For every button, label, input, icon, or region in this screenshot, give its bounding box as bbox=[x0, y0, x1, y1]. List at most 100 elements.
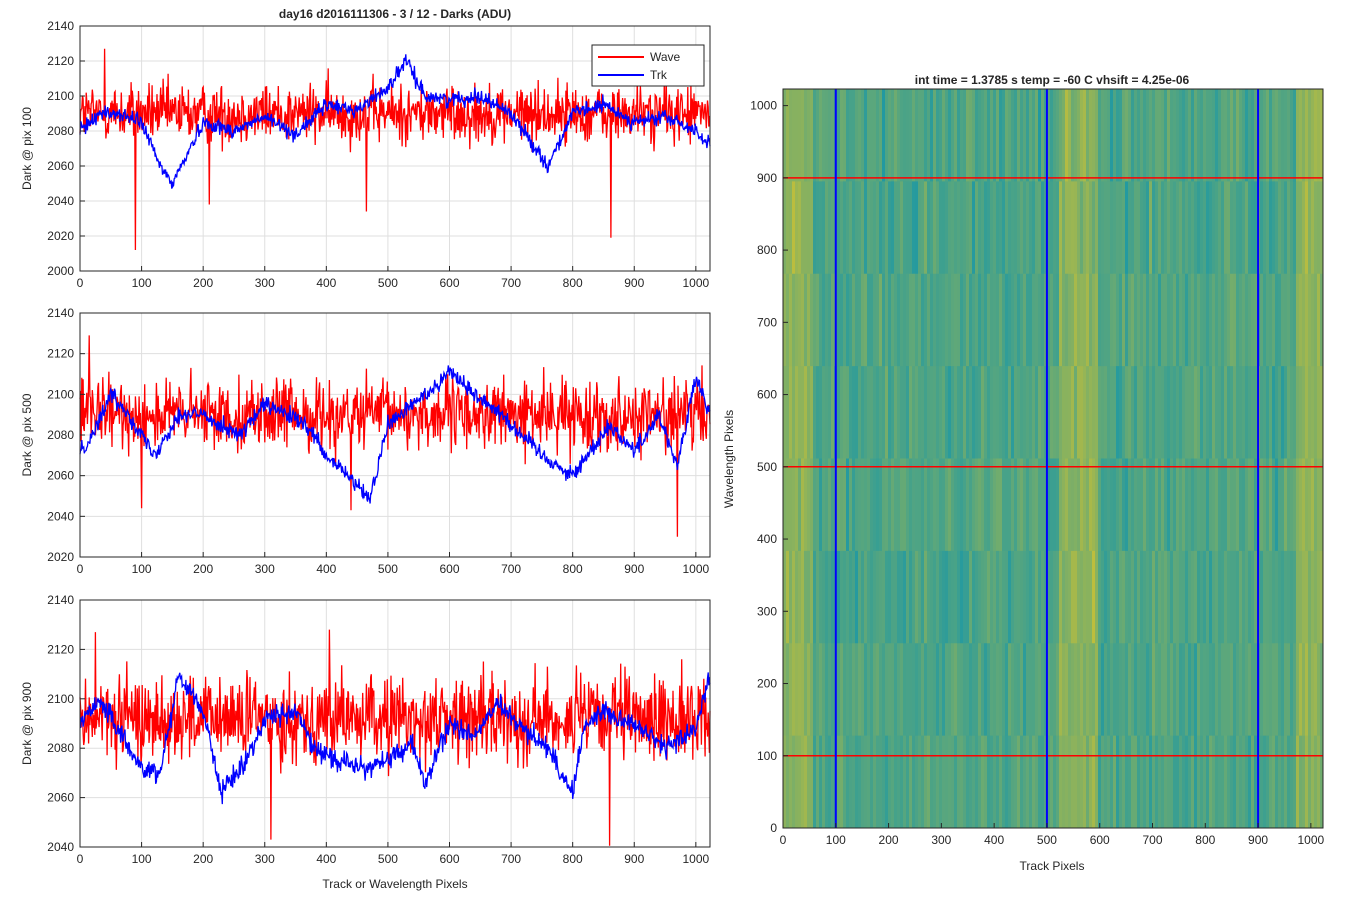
heatmap-cell bbox=[1011, 643, 1015, 737]
heatmap-cell bbox=[1143, 273, 1147, 367]
heatmap-cell bbox=[1278, 458, 1282, 552]
heatmap-cell bbox=[1245, 273, 1249, 367]
heatmap-cell bbox=[1221, 735, 1225, 829]
heatmap-cell bbox=[954, 273, 958, 367]
heatmap-cell bbox=[1020, 735, 1024, 829]
heatmap-cell bbox=[1110, 550, 1114, 644]
heatmap-cell bbox=[915, 550, 919, 644]
heatmap-cell bbox=[933, 366, 937, 459]
heatmap-cell bbox=[903, 181, 907, 275]
heatmap-cell bbox=[987, 366, 991, 459]
heatmap-cell bbox=[1128, 273, 1132, 367]
heatmap-cell bbox=[858, 366, 862, 459]
heatmap-cell bbox=[846, 643, 850, 737]
heatmap-cell bbox=[1263, 89, 1267, 182]
heatmap-cell bbox=[1122, 273, 1126, 367]
heatmap-cell bbox=[885, 181, 889, 275]
heatmap-cell bbox=[816, 89, 820, 182]
heatmap-cell bbox=[1047, 643, 1051, 737]
heatmap-cell bbox=[1092, 643, 1096, 737]
x-tick-label: 600 bbox=[439, 852, 459, 866]
heatmap-cell bbox=[1005, 273, 1009, 367]
heatmap-cell bbox=[1032, 181, 1036, 275]
heatmap-cell bbox=[1161, 643, 1165, 737]
heatmap-cell bbox=[987, 273, 991, 367]
heatmap-cell bbox=[1053, 181, 1057, 275]
heatmap-cell bbox=[921, 273, 925, 367]
heatmap-cell bbox=[1059, 366, 1063, 459]
heatmap-cell bbox=[1050, 643, 1054, 737]
heatmap-cell bbox=[1179, 735, 1183, 829]
heatmap-cell bbox=[1071, 643, 1075, 737]
heatmap-cell bbox=[924, 550, 928, 644]
heatmap-cell bbox=[1146, 89, 1150, 182]
heatmap-cell bbox=[1275, 89, 1279, 182]
heatmap-cell bbox=[1194, 273, 1198, 367]
heatmap-cell bbox=[1071, 181, 1075, 275]
heatmap-cell bbox=[1263, 366, 1267, 459]
heatmap-cell bbox=[1263, 643, 1267, 737]
heatmap-cell bbox=[786, 273, 790, 367]
heatmap-cell bbox=[954, 89, 958, 182]
heatmap-cell bbox=[1089, 550, 1093, 644]
heatmap-cell bbox=[888, 643, 892, 737]
heatmap-cell bbox=[867, 366, 871, 459]
heatmap-cell bbox=[951, 366, 955, 459]
heatmap-title: int time = 1.3785 s temp = -60 C vhsift … bbox=[915, 73, 1190, 87]
heatmap-cell bbox=[864, 550, 868, 644]
heatmap-cell bbox=[1014, 181, 1018, 275]
heatmap-cell bbox=[900, 643, 904, 737]
heatmap-cell bbox=[1272, 550, 1276, 644]
heatmap-frame bbox=[782, 88, 1324, 829]
heatmap-cell bbox=[1056, 273, 1060, 367]
heatmap-cell bbox=[1116, 458, 1120, 552]
heatmap-cell bbox=[1206, 273, 1210, 367]
heatmap-cell bbox=[1122, 550, 1126, 644]
heatmap-cell bbox=[945, 643, 949, 737]
x-tick-label: 200 bbox=[193, 562, 213, 576]
heatmap-cell bbox=[1140, 643, 1144, 737]
heatmap-cell bbox=[885, 366, 889, 459]
heatmap-cell bbox=[1233, 550, 1237, 644]
heatmap-cell bbox=[1044, 273, 1048, 367]
heatmap-cell bbox=[975, 458, 979, 552]
heatmap-cell bbox=[993, 643, 997, 737]
heatmap-cell bbox=[1077, 643, 1081, 737]
heatmap-cell bbox=[1035, 273, 1039, 367]
heatmap-cell bbox=[792, 181, 796, 275]
heatmap-cell bbox=[1089, 181, 1093, 275]
heatmap-cell bbox=[1239, 735, 1243, 829]
y-tick-label: 0 bbox=[770, 821, 777, 835]
y-tick-label: 2040 bbox=[47, 194, 74, 208]
heatmap-cell bbox=[1050, 550, 1054, 644]
heatmap-cell bbox=[969, 366, 973, 459]
heatmap-cell bbox=[822, 735, 826, 829]
heatmap-cell bbox=[1152, 550, 1156, 644]
heatmap-cell bbox=[963, 735, 967, 829]
heatmap-cell bbox=[831, 643, 835, 737]
heatmap-cell bbox=[1311, 273, 1315, 367]
heatmap-cell bbox=[1074, 273, 1078, 367]
heatmap-cell bbox=[846, 458, 850, 552]
heatmap-cell bbox=[1158, 273, 1162, 367]
heatmap-cell bbox=[969, 643, 973, 737]
x-tick-label: 900 bbox=[624, 852, 644, 866]
heatmap-cell bbox=[927, 550, 931, 644]
x-tick-label: 700 bbox=[501, 562, 521, 576]
heatmap-cell bbox=[1206, 89, 1210, 182]
heatmap-cell bbox=[807, 366, 811, 459]
heatmap-cell bbox=[1077, 458, 1081, 552]
heatmap-cell bbox=[1170, 735, 1174, 829]
heatmap-cell bbox=[912, 181, 916, 275]
heatmap-cell bbox=[1194, 458, 1198, 552]
heatmap-cell bbox=[1074, 181, 1078, 275]
heatmap-cell bbox=[1089, 89, 1093, 182]
heatmap-cell bbox=[1065, 550, 1069, 644]
heatmap-cell bbox=[1182, 458, 1186, 552]
heatmap-cell bbox=[1035, 89, 1039, 182]
heatmap-cell bbox=[921, 735, 925, 829]
heatmap-cell bbox=[1209, 89, 1213, 182]
heatmap-cell bbox=[837, 89, 841, 182]
heatmap-cell bbox=[1287, 458, 1291, 552]
heatmap-cell bbox=[828, 643, 832, 737]
